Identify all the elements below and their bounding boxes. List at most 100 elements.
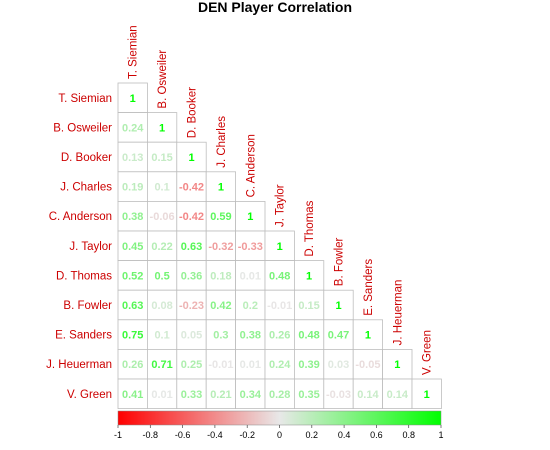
cell-value: 0.35 [298, 389, 319, 401]
cell-value: 0.01 [240, 270, 261, 282]
cell-value: 0.42 [210, 300, 231, 312]
heatmap-cell [352, 348, 384, 380]
heatmap-cell [146, 200, 178, 232]
heatmap-cell [146, 171, 178, 202]
cell-value: 0.24 [269, 359, 291, 371]
cell-value: 0.38 [240, 330, 261, 342]
chart-title: DEN Player Correlation [198, 0, 352, 15]
cell-value: 0.48 [269, 270, 290, 282]
row-label: V. Green [67, 389, 112, 401]
cell-value: 0.48 [298, 330, 319, 342]
cell-value: 1 [335, 300, 341, 312]
cell-value: 1 [218, 182, 224, 194]
heatmap-cell [323, 348, 354, 380]
column-label: C. Anderson [245, 134, 257, 197]
cell-value: 0.47 [328, 330, 349, 342]
cell-value: 0.15 [298, 300, 319, 312]
cell-value: -0.05 [355, 359, 380, 371]
column-label: B. Osweiler [157, 50, 169, 109]
cell-value: 1 [306, 270, 312, 282]
scale-tick-label: 0.6 [370, 430, 383, 440]
scale-tick-label: -0.4 [207, 430, 223, 440]
cell-value: 0.71 [151, 359, 172, 371]
heatmap-cell [293, 378, 325, 410]
row-label: T. Siemian [58, 93, 112, 105]
heatmap-cell [264, 230, 295, 262]
cell-value: 0.14 [387, 389, 409, 401]
cell-value: 0.26 [269, 330, 290, 342]
heatmap-cell [235, 348, 266, 380]
cell-value: -0.03 [326, 389, 351, 401]
column-label: D. Thomas [304, 200, 316, 256]
column-label: V. Green [422, 330, 434, 375]
row-label: D. Thomas [56, 270, 112, 282]
cell-value: 1 [188, 152, 194, 164]
row-label: J. Taylor [69, 241, 112, 253]
heatmap-cell [264, 348, 295, 380]
scale-tick-label: 0.4 [338, 430, 351, 440]
cell-value: 0.14 [357, 389, 379, 401]
scale-tick-label: -1 [114, 430, 122, 440]
cell-value: -0.06 [150, 211, 175, 223]
cell-value: -0.23 [179, 300, 204, 312]
heatmap-grid: 1 0.24 1 0.13 0.15 1 0.19 0.1 -0.42 1 0.38 -0.06 -0.… [117, 82, 442, 410]
cell-value: 0.63 [122, 300, 143, 312]
cell-value: 0.39 [298, 359, 319, 371]
cell-value: 0.15 [151, 152, 172, 164]
scale-tick-label: 0 [277, 430, 282, 440]
heatmap-cell [146, 348, 178, 380]
heatmap-cell [117, 260, 148, 291]
cell-value: -0.32 [208, 241, 233, 253]
heatmap-cell [352, 378, 384, 410]
scale-tick-label: 0.8 [402, 430, 415, 440]
heatmap-cell [264, 319, 295, 350]
row-label: B. Fowler [63, 300, 112, 312]
cell-value: 0.59 [210, 211, 231, 223]
heatmap-cell [117, 112, 148, 143]
cell-value: 0.19 [122, 182, 143, 194]
cell-value: 1 [130, 93, 136, 105]
cell-value: 0.26 [122, 359, 143, 371]
row-label: B. Osweiler [53, 122, 112, 134]
scale-tick-label: -0.6 [175, 430, 191, 440]
heatmap-cell [117, 230, 148, 262]
heatmap-cell [117, 319, 148, 350]
cell-value: 0.41 [122, 389, 143, 401]
cell-value: 0.08 [151, 300, 172, 312]
cell-value: 0.03 [328, 359, 349, 371]
cell-value: 0.01 [240, 359, 261, 371]
cell-value: 0.13 [122, 152, 143, 164]
heatmap-cell [264, 260, 295, 291]
cell-value: 0.75 [122, 330, 143, 342]
heatmap-cell [117, 378, 148, 410]
color-scale-legend: -1 -0.8 -0.6 -0.4 -0.2 0 0.2 0.4 0.6 0.8 1 [114, 410, 444, 440]
cell-value: 0.36 [181, 270, 202, 282]
heatmap-cell [235, 378, 266, 410]
heatmap-cell [293, 260, 325, 291]
column-labels: T. Siemian B. Osweiler D. Booker J. Charles… [128, 25, 434, 375]
cell-value: 0.5 [154, 270, 169, 282]
column-label: J. Charles [216, 116, 228, 168]
cell-value: -0.33 [238, 241, 263, 253]
cell-value: 0.34 [240, 389, 262, 401]
heatmap-cell [382, 348, 413, 380]
heatmap-cell [205, 171, 236, 202]
cell-value: 0.45 [122, 241, 143, 253]
column-label: B. Fowler [334, 237, 346, 286]
heatmap-cell [117, 289, 148, 321]
heatmap-cell [146, 378, 178, 410]
cell-value: 0.1 [154, 182, 169, 194]
cell-value: 0.24 [122, 122, 144, 134]
row-label: C. Anderson [49, 211, 112, 223]
cell-value: 1 [365, 330, 371, 342]
heatmap-cell [264, 378, 295, 410]
column-label: T. Siemian [128, 25, 140, 79]
heatmap-cell [176, 348, 207, 380]
cell-value: -0.42 [179, 182, 204, 194]
color-scale-bar [117, 410, 442, 426]
heatmap-cell [117, 82, 148, 114]
column-label: D. Booker [187, 87, 199, 138]
heatmap-cell [352, 319, 384, 350]
row-label: J. Charles [60, 182, 112, 194]
